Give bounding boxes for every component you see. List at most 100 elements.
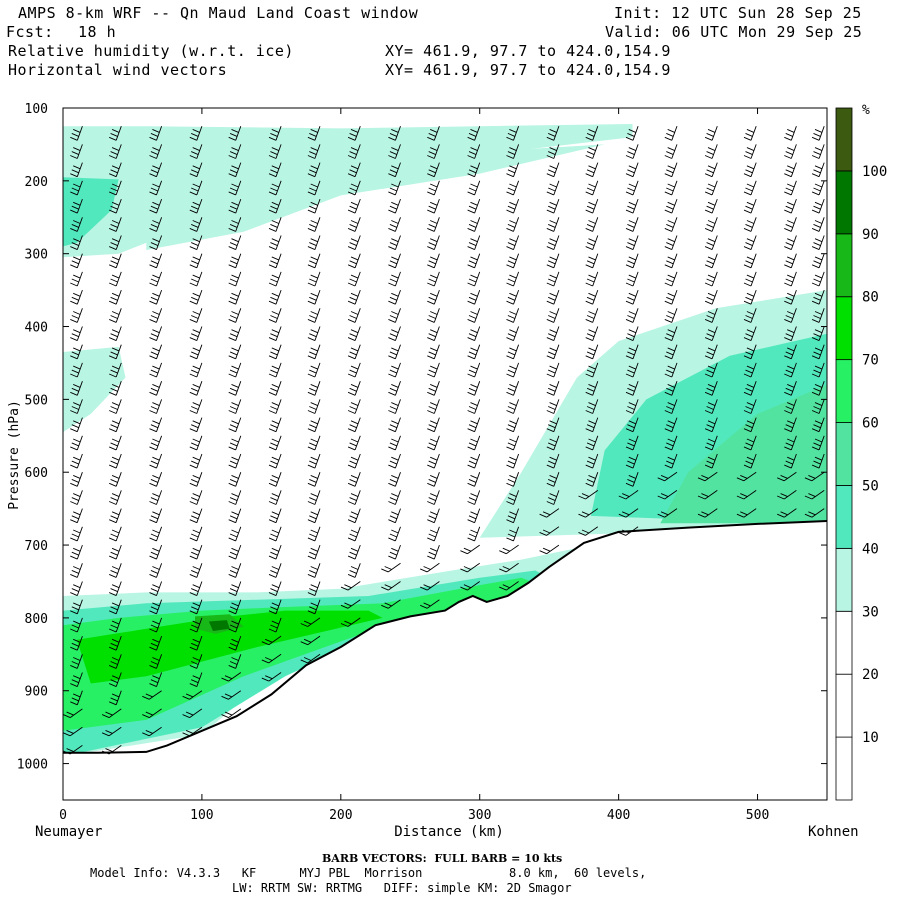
wind-barb [347,490,361,505]
y-tick-label: 800 [25,612,48,627]
wind-barb [657,490,678,500]
wind-barb [539,526,560,536]
wind-barb [149,198,163,214]
wind-barb [704,308,718,323]
wind-barb [307,253,321,269]
wind-barb [427,144,440,159]
wind-barb [189,490,203,505]
wind-barb [704,235,718,251]
colorbar-swatch [835,359,853,423]
colorbar-label: 60 [862,416,879,432]
wind-barb [307,381,321,396]
wind-barb [546,126,560,141]
wind-barb [347,126,361,141]
wind-barb [506,271,520,287]
wind-barb [189,508,203,524]
wind-barb [228,362,242,378]
wind-barb [506,399,520,414]
y-tick-label: 200 [25,175,48,190]
wind-barb [70,544,83,560]
wind-barb [347,526,361,542]
x-tick-label: 0 [59,808,67,823]
wind-barb [70,472,83,487]
wind-barb [189,672,203,688]
wind-barb [467,308,481,323]
rh-bl-70 [76,610,383,684]
wind-barb [578,490,599,500]
wind-barb [347,362,361,378]
wind-barb [625,435,639,451]
x-tick-label: 200 [329,808,352,823]
wind-barb [664,399,678,414]
wind-barb [307,289,321,305]
wind-barb [70,362,83,378]
wind-barb [697,490,718,500]
wind-barb [467,362,481,378]
forecast-label: Fcst: [6,23,54,41]
wind-barb [149,308,163,323]
wind-barb [307,435,321,451]
wind-barb [189,399,203,414]
wind-barb [70,563,83,578]
wind-barb [189,563,203,578]
wind-barb [70,654,83,669]
wind-barb [109,581,122,597]
rh-bl-60 [63,577,550,731]
wind-barb [546,198,560,214]
wind-barb [70,162,83,178]
x-endpoint-right: Kohnen [808,824,859,840]
wind-barb [70,235,83,251]
wind-barb [149,253,163,269]
wind-barb [189,308,203,323]
wind-barb [307,362,321,378]
wind-barb [347,308,361,323]
wind-barb [109,289,122,305]
wind-barb [625,126,639,141]
x-endpoint-left: Neumayer [35,824,102,840]
wind-barb [189,654,203,669]
wind-barb [109,472,122,487]
wind-barb [427,217,440,232]
wind-barb [347,326,361,342]
wind-barb [585,435,599,451]
wind-barb [743,326,757,342]
wind-barb [189,617,203,633]
wind-barb [70,308,83,323]
wind-barb [618,508,639,518]
wind-barb [347,162,361,178]
wind-barb [743,162,757,178]
x-tick-label: 100 [190,808,213,823]
wind-barb [625,235,639,251]
colorbar-swatch [835,170,853,235]
wind-barb [381,599,401,609]
wind-barb [221,672,242,682]
wind-barb [70,289,83,305]
wind-barb [70,581,83,597]
wind-barb [149,289,163,305]
wind-barb [811,126,825,141]
wind-barb [618,490,639,500]
wind-barb [149,599,163,615]
wind-barb [664,344,678,360]
wind-barb [109,617,122,633]
wind-barb [221,708,242,719]
wind-barb [109,508,122,524]
wind-barb [149,490,163,505]
wind-barb [506,144,520,159]
wind-barb [784,381,797,396]
wind-barb [506,381,520,396]
wind-barb [704,362,718,378]
wind-barb [268,235,282,251]
y-tick-label: 100 [25,102,48,117]
wind-barb [307,581,321,597]
wind-barb [743,435,757,451]
wind-barb [743,144,757,159]
wind-barb [784,435,797,451]
wind-barb [109,453,122,469]
wind-barb [427,381,440,396]
wind-barb [261,653,282,664]
wind-barb [811,417,825,433]
wind-barb [736,471,757,482]
wind-barb [784,198,797,214]
model-info-2: LW: RRTM SW: RRTMG DIFF: simple KM: 2D S… [232,881,572,895]
